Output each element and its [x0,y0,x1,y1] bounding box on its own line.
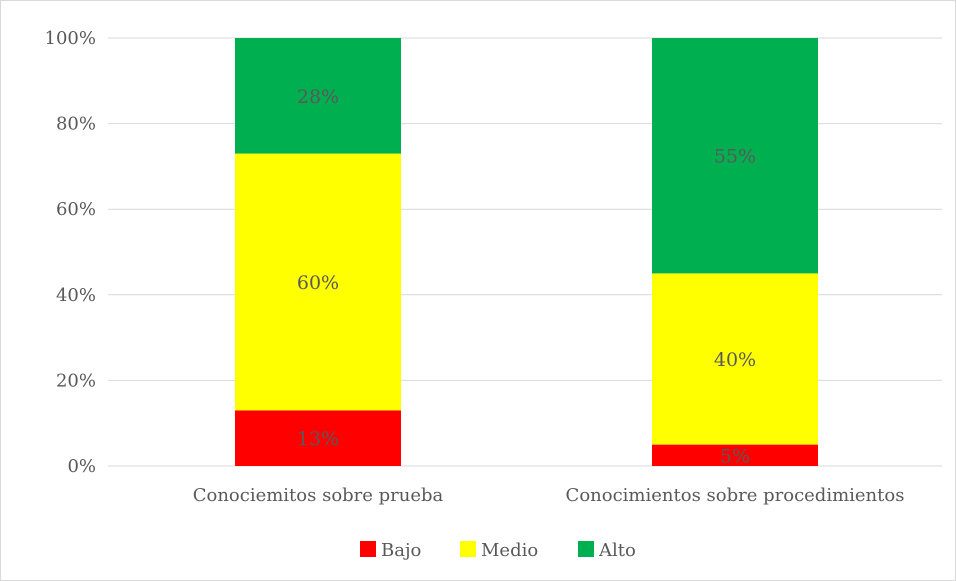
y-tick-label: 40% [56,285,96,306]
y-axis-ticks: 0% 20% 40% 60% 80% 100% [45,28,96,477]
category-label: Conocimientos sobre procedimientos [566,485,905,506]
bars [235,38,818,466]
bar-segment-bajo [235,410,401,466]
data-label: 28% [297,86,339,108]
bar-segment-medio [652,273,818,445]
bar-segment-alto [235,38,401,154]
data-label: 60% [297,272,339,294]
category-label: Conociemitos sobre prueba [193,485,444,506]
y-tick-label: 20% [56,370,96,391]
legend-label: Medio [481,540,538,561]
y-tick-label: 60% [56,199,96,220]
x-axis-categories: Conociemitos sobre prueba Conocimientos s… [193,485,905,506]
legend-swatch-alto [578,541,594,557]
y-tick-label: 100% [45,28,96,49]
legend-swatch-bajo [360,541,376,557]
bar-segment-medio [235,153,401,411]
data-label: 40% [714,349,756,371]
data-labels: 13% 60% 28% 5% 40% 55% [297,86,756,468]
data-label: 55% [714,146,756,168]
legend-swatch-medio [460,541,476,557]
legend-label: Bajo [381,540,421,561]
y-tick-label: 80% [56,114,96,135]
data-label: 5% [720,445,750,467]
legend-label: Alto [598,540,636,561]
bar-segment-bajo [652,444,818,466]
y-tick-label: 0% [67,456,96,477]
data-label: 13% [297,428,339,450]
legend: Bajo Medio Alto [360,540,636,561]
bar-segment-alto [652,38,818,274]
